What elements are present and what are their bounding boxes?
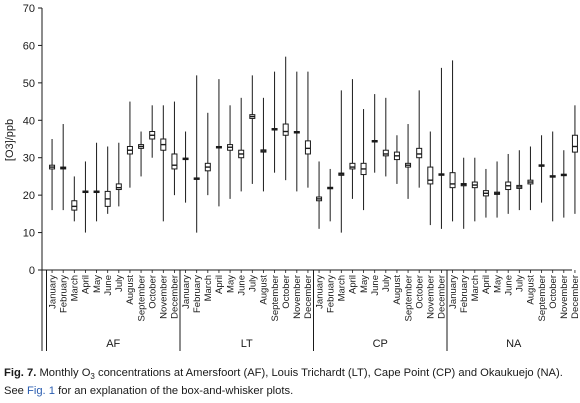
x-tick-label: May — [225, 275, 236, 293]
group-label: NA — [506, 338, 522, 350]
x-tick-label: December — [170, 275, 181, 319]
x-tick-label: May — [92, 275, 103, 293]
box — [171, 153, 178, 170]
y-tick-label: 20 — [23, 190, 35, 202]
y-tick-label: 30 — [23, 153, 35, 165]
x-tick-label: June — [370, 275, 381, 296]
x-tick-label: November — [159, 275, 170, 319]
y-tick-label: 50 — [23, 78, 35, 90]
x-tick-label: October — [548, 275, 559, 309]
box — [282, 123, 289, 136]
x-tick-label: July — [515, 275, 526, 292]
box — [382, 149, 389, 157]
caption-see-text: See — [4, 385, 24, 398]
x-tick-label: April — [214, 275, 225, 294]
x-tick-label: February — [58, 275, 69, 313]
y-axis: 0 10 20 30 40 50 60 70 — [23, 3, 43, 351]
box — [427, 166, 434, 185]
figure-1-link[interactable]: Fig. 1 — [27, 385, 55, 398]
x-tick-label: March — [470, 275, 481, 301]
x-tick-label: April — [481, 275, 492, 294]
x-tick-label: July — [248, 275, 259, 292]
x-tick-label: June — [503, 275, 514, 296]
y-tick-label: 60 — [23, 40, 35, 52]
x-tick-label: August — [259, 275, 270, 305]
x-tick-label: November — [559, 275, 570, 319]
caption-text-part1: Monthly O — [39, 367, 91, 379]
x-tick-label: March — [203, 275, 214, 301]
box — [416, 147, 423, 159]
box — [571, 134, 578, 153]
box — [449, 172, 456, 189]
x-tick-label: December — [570, 275, 580, 319]
caption-text-part3: for an explanation of the box-and-whiske… — [55, 385, 294, 398]
x-tick-label: December — [303, 275, 314, 319]
x-tick-label: September — [136, 275, 147, 321]
x-tick-label: March — [337, 275, 348, 301]
x-tick-label: July — [114, 275, 125, 292]
x-tick-label: September — [537, 275, 548, 321]
x-tick-label: July — [381, 275, 392, 292]
x-tick-label: November — [426, 275, 437, 319]
caption-text-part2: concentrations at Amersfoort (AF), Louis… — [94, 367, 563, 379]
x-tick-label: September — [403, 275, 414, 321]
x-tick-label: August — [392, 275, 403, 305]
x-tick-label: May — [492, 275, 503, 293]
y-tick-label: 10 — [23, 228, 35, 240]
x-tick-label: May — [359, 275, 370, 293]
x-tick-label: October — [147, 275, 158, 309]
figure-caption: Fig. 7. Monthly O3 concentrations at Ame… — [4, 366, 576, 399]
x-tick-label: February — [192, 275, 203, 313]
x-tick-label: October — [414, 275, 425, 309]
caption-text: Monthly O3 concentrations at Amersfoort … — [39, 367, 563, 382]
x-tick-label: April — [348, 275, 359, 294]
x-axis: January February March April May June July Augu… — [42, 269, 580, 351]
x-tick-label: January — [47, 275, 58, 309]
x-tick-label: November — [292, 275, 303, 319]
y-tick-label: 40 — [23, 115, 35, 127]
caption-subscript: 3 — [90, 372, 95, 382]
y-tick-label: 0 — [29, 265, 35, 277]
box — [71, 200, 78, 211]
group-label: CP — [373, 338, 388, 350]
x-tick-label: September — [270, 275, 281, 321]
x-tick-label: January — [314, 275, 325, 309]
x-tick-label: August — [526, 275, 537, 305]
x-tick-label: December — [437, 275, 448, 319]
x-tick-label: January — [181, 275, 192, 309]
x-tick-label: March — [70, 275, 81, 301]
y-axis-label: [O3]/ppb — [4, 119, 16, 161]
box-plots — [49, 56, 578, 233]
box — [304, 140, 311, 155]
x-tick-label: June — [236, 275, 247, 296]
group-label: LT — [241, 338, 253, 350]
group-label: AF — [106, 338, 120, 350]
x-tick-label: October — [281, 275, 292, 309]
x-tick-label: April — [81, 275, 92, 294]
x-tick-label: August — [125, 275, 136, 305]
x-tick-label: June — [103, 275, 114, 296]
y-tick-label: 70 — [23, 3, 35, 15]
figure-number: Fig. 7. — [4, 367, 37, 379]
x-tick-label: February — [459, 275, 470, 313]
x-tick-label: February — [325, 275, 336, 313]
box — [349, 162, 356, 170]
box — [115, 183, 122, 191]
x-tick-label: January — [448, 275, 459, 309]
